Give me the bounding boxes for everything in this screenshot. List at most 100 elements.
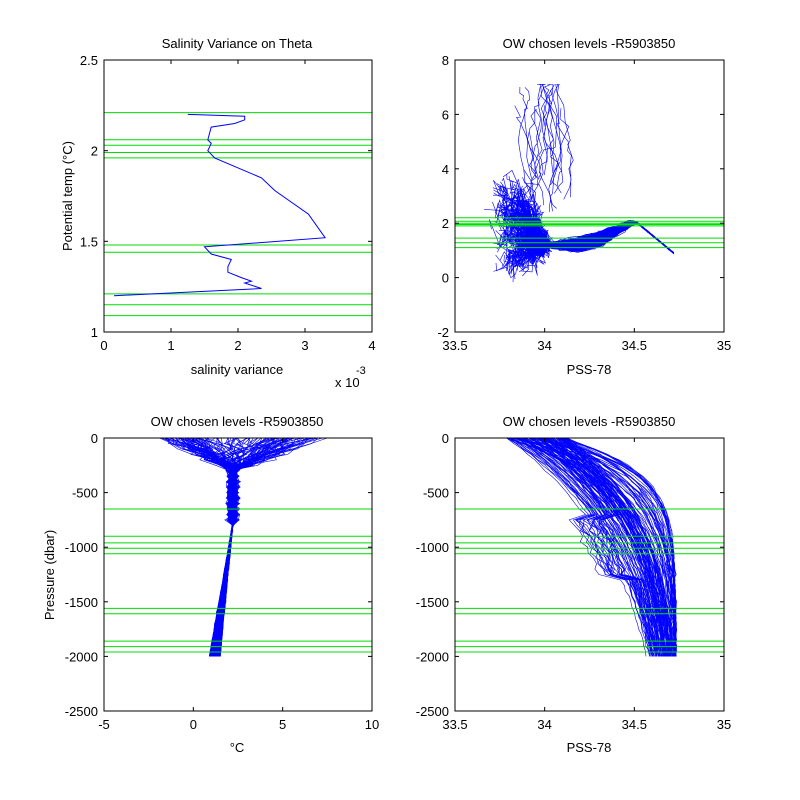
p4-profile-line — [545, 437, 677, 657]
p2-profile-line — [548, 108, 570, 212]
p4-profile-line — [516, 437, 668, 657]
p1-frame — [103, 59, 373, 333]
p4-profile-line — [544, 437, 654, 657]
p4-profile-line — [506, 437, 647, 657]
p1-xlabel: salinity variance — [191, 362, 284, 377]
p2-profile-line — [538, 84, 562, 187]
p2-profile-line — [545, 84, 554, 174]
p2-profile-line — [543, 105, 563, 194]
p2-profile-line — [527, 131, 537, 217]
p3-profile-line — [163, 437, 236, 657]
p4-ytick-label: -1500 — [416, 595, 449, 610]
p2-profile-line — [530, 109, 542, 210]
p3-xlabel: °C — [230, 740, 245, 755]
p2-xtick-label: 34.5 — [622, 338, 647, 353]
p4-profile-line — [541, 437, 677, 657]
p2-axes: 33.5 34 34.5 35 -2 0 2 4 6 8 — [437, 53, 731, 353]
p3-ytick-label: -2000 — [65, 649, 98, 664]
p3-ytick-label: -500 — [72, 486, 98, 501]
p2-title: OW chosen levels -R5903850 — [503, 36, 676, 51]
p4-data-layer — [455, 437, 724, 657]
p3-ytick-label: -2500 — [65, 704, 98, 719]
p2-xlabel: PSS-78 — [567, 362, 612, 377]
p4-profile-line — [567, 437, 676, 657]
p4-xtick-label: 34 — [537, 717, 551, 732]
p1-ytick-label: 1 — [91, 325, 98, 340]
p1-ytick-label: 2 — [91, 144, 98, 159]
p2-profile-line — [534, 84, 557, 172]
p2-profile-line — [554, 84, 564, 194]
p4-profile-line — [541, 437, 671, 657]
p4-xtick-label: 35 — [717, 717, 731, 732]
p4-profile-line — [537, 437, 664, 657]
p1-x-exponent: -3 — [356, 365, 366, 377]
p4-xlabel: PSS-78 — [567, 740, 612, 755]
p2-ytick-label: 2 — [442, 216, 449, 231]
p3-ylabel: Pressure (dbar) — [42, 530, 57, 620]
p3-data-layer — [104, 437, 372, 657]
p2-frame — [454, 59, 725, 333]
p1-xtick-label: 1 — [167, 338, 174, 353]
p4-ytick-label: -1000 — [416, 540, 449, 555]
p3-ytick-label: -1000 — [65, 540, 98, 555]
p1-xtick-label: 3 — [301, 338, 308, 353]
p4-profile-line — [510, 437, 665, 657]
p4-xtick-label: 34.5 — [622, 717, 647, 732]
p2-ytick-label: 6 — [442, 107, 449, 122]
p4-profile-line — [525, 437, 666, 657]
p1-x-exponent-label: x 10 — [335, 375, 360, 390]
p2-ytick-label: 0 — [442, 271, 449, 286]
p2-ytick-label: -2 — [437, 325, 449, 340]
p2-profile-line — [542, 84, 551, 176]
p4-profile-line — [528, 437, 669, 657]
p4-xtick-label: 33.5 — [442, 717, 467, 732]
p3-profile-line — [178, 437, 240, 657]
p1-title: Salinity Variance on Theta — [162, 36, 313, 51]
p1-variance-line — [113, 113, 327, 297]
p3-ytick-label: 0 — [91, 431, 98, 446]
p4-profile-line — [534, 437, 659, 657]
p3-profiles — [159, 437, 328, 657]
p4-profiles — [506, 437, 678, 657]
p1-xtick-label: 2 — [234, 338, 241, 353]
p4-profile-line — [516, 437, 651, 657]
p2-xtick-label: 34 — [537, 338, 551, 353]
p2-xtick-label: 35 — [717, 338, 731, 353]
p1-ytick-label: 1.5 — [80, 234, 98, 249]
p4-profile-line — [564, 437, 668, 657]
p1-ytick-label: 2.5 — [80, 53, 98, 68]
p3-title: OW chosen levels -R5903850 — [151, 414, 324, 429]
p4-profile-line — [561, 437, 678, 657]
p4-profile-line — [521, 437, 651, 657]
p4-profile-line — [539, 437, 662, 657]
p2-profile-line — [530, 109, 545, 206]
p4-ytick-label: -2000 — [416, 649, 449, 664]
p3-axes: -5 0 5 10 -2500 -2000 -1500 -1000 -500 0 — [65, 431, 379, 732]
p4-profile-line — [517, 437, 674, 657]
p4-profile-line — [523, 437, 657, 657]
p4-frame — [454, 437, 725, 712]
p4-profile-line — [556, 437, 675, 657]
p1-axes: 0 1 2 3 411.522.5 — [80, 53, 376, 353]
p2-profile-line — [519, 86, 539, 178]
p1-xtick-label: 0 — [100, 338, 107, 353]
p4-profile-line — [506, 437, 656, 657]
p3-xtick-label: 10 — [365, 717, 379, 732]
p3-profile-line — [216, 437, 295, 657]
p3-xtick-label: 0 — [190, 717, 197, 732]
p1-data-layer — [104, 112, 372, 317]
p4-profile-line — [515, 437, 660, 657]
p4-profile-line — [556, 437, 672, 657]
p4-profile-line — [511, 437, 658, 657]
p2-data-layer — [455, 84, 724, 283]
p1-ylabel: Potential temp (°C) — [60, 141, 75, 251]
p2-ytick-label: 8 — [442, 53, 449, 68]
p3-frame — [103, 437, 373, 712]
p2-profile-line — [540, 84, 555, 212]
p3-xtick-label: -5 — [98, 717, 110, 732]
p3-profile-line — [184, 437, 239, 657]
p4-profile-line — [538, 437, 666, 657]
p2-profile-line — [537, 84, 559, 181]
